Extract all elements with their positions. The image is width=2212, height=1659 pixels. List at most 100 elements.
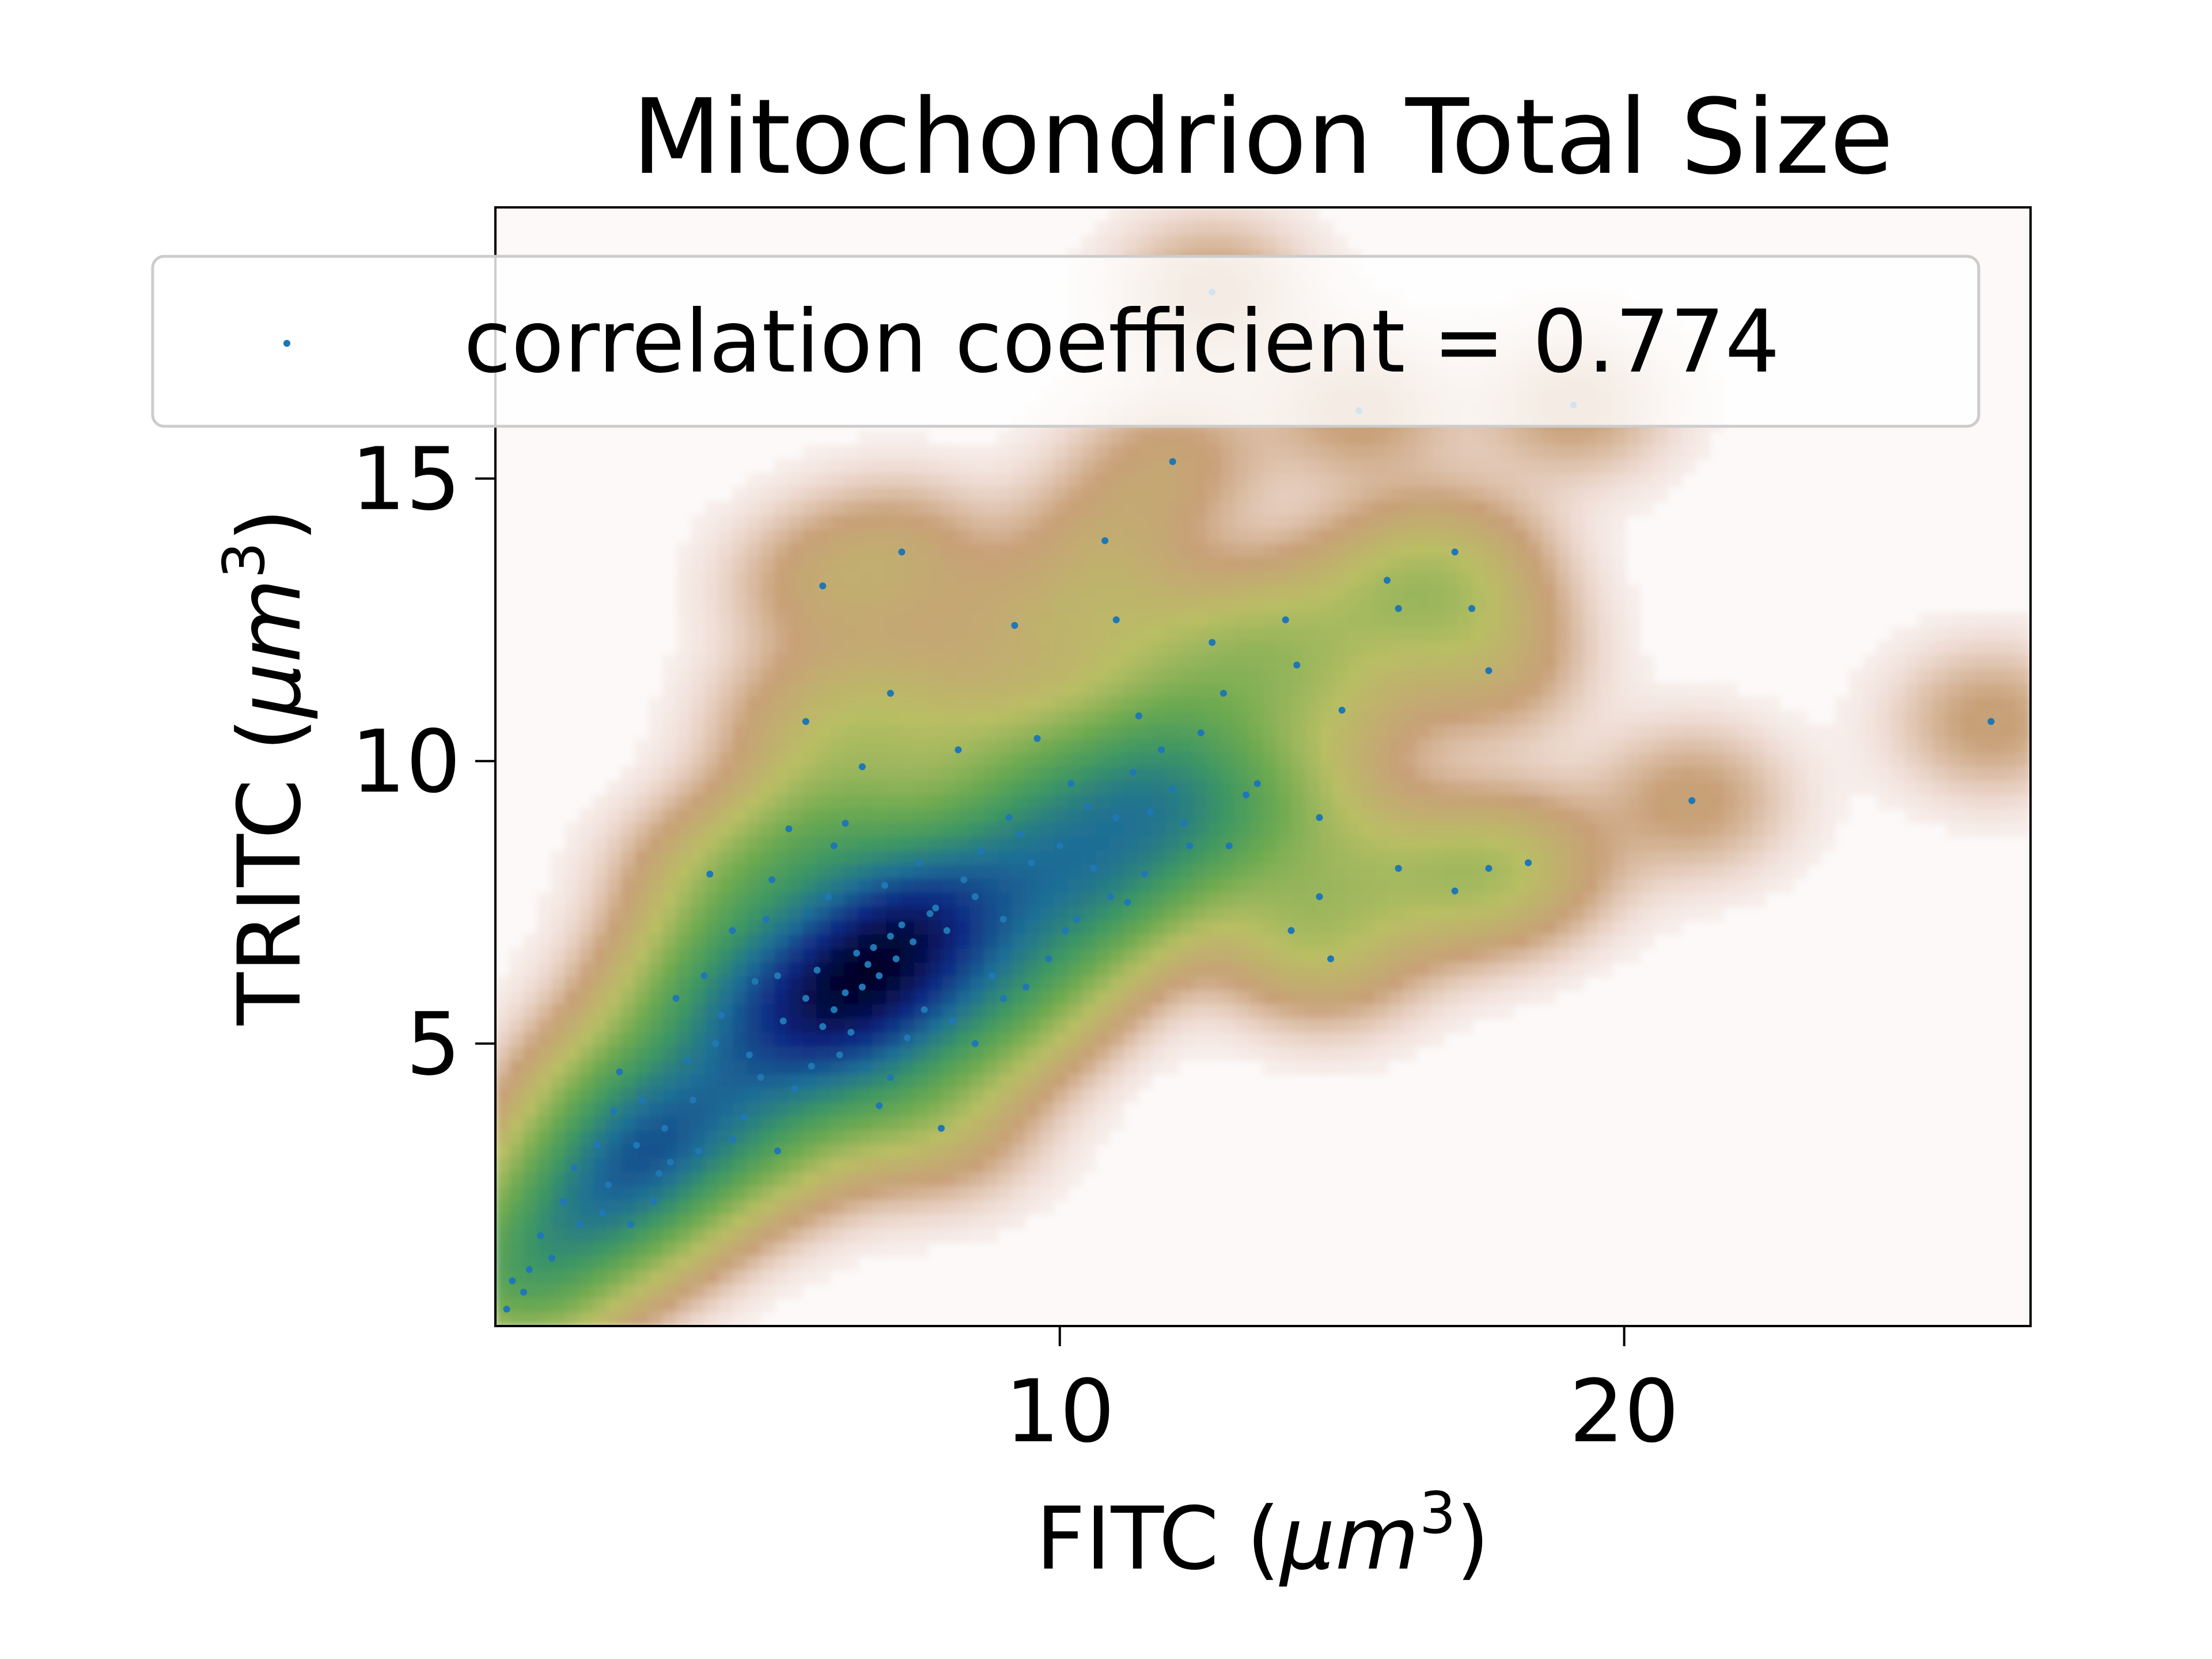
density-cell xyxy=(676,906,692,922)
density-cell xyxy=(1277,543,1291,558)
density-cell xyxy=(1765,696,1780,711)
density-cell xyxy=(1430,808,1445,824)
density-cell xyxy=(662,738,677,753)
density-cell xyxy=(1668,738,1683,753)
density-cell xyxy=(1277,794,1291,809)
density-cell xyxy=(872,1158,887,1173)
density-cell xyxy=(1597,781,1613,796)
density-cell xyxy=(1095,878,1110,893)
density-cell xyxy=(1486,921,1501,935)
density-cell xyxy=(1346,473,1362,488)
density-cell xyxy=(1263,529,1278,544)
density-cell xyxy=(732,585,748,600)
density-cell xyxy=(1305,836,1320,851)
density-cell xyxy=(1207,1018,1222,1033)
density-cell xyxy=(928,654,943,670)
density-cell xyxy=(607,962,622,978)
density-cell xyxy=(2002,669,2017,684)
density-cell xyxy=(1388,459,1403,474)
density-cell xyxy=(1249,612,1264,628)
density-cell xyxy=(1946,794,1961,809)
density-cell xyxy=(1835,781,1850,796)
density-cell xyxy=(1165,669,1180,684)
density-cell xyxy=(1165,1046,1180,1061)
density-cell xyxy=(816,976,831,991)
density-cell xyxy=(844,1130,859,1145)
density-cell xyxy=(969,1060,984,1075)
density-cell xyxy=(1123,976,1138,991)
density-cell xyxy=(1361,836,1376,851)
density-cell xyxy=(942,515,957,530)
density-cell xyxy=(1626,794,1641,809)
density-cell xyxy=(774,669,789,684)
density-cell xyxy=(1277,752,1291,767)
density-cell xyxy=(718,1074,733,1089)
density-cell xyxy=(858,1200,873,1215)
density-cell xyxy=(900,864,915,880)
density-cell xyxy=(1737,836,1752,851)
density-cell xyxy=(718,836,733,851)
density-cell xyxy=(1374,752,1389,767)
density-cell xyxy=(1249,445,1264,460)
density-cell xyxy=(551,1284,566,1299)
density-cell xyxy=(774,738,789,753)
density-cell xyxy=(718,612,733,628)
density-cell xyxy=(900,1228,915,1243)
density-cell xyxy=(1346,529,1362,544)
density-cell xyxy=(1165,921,1180,935)
density-cell xyxy=(1179,921,1194,935)
density-cell xyxy=(1235,585,1250,600)
density-cell xyxy=(676,1088,692,1103)
density-cell xyxy=(1416,487,1431,502)
density-cell xyxy=(1472,696,1487,711)
density-cell xyxy=(1988,669,2003,684)
density-cell xyxy=(760,585,775,600)
density-cell xyxy=(1458,934,1473,949)
density-cell xyxy=(914,627,929,642)
scatter-point xyxy=(802,995,809,1002)
density-cell xyxy=(1570,599,1585,613)
density-cell xyxy=(969,556,984,572)
density-cell xyxy=(998,752,1013,767)
density-cell xyxy=(704,850,719,865)
density-cell xyxy=(1724,892,1738,907)
density-cell xyxy=(676,892,692,907)
density-cell xyxy=(1374,794,1389,809)
density-cell xyxy=(1067,459,1082,474)
density-cell xyxy=(802,487,817,502)
density-cell xyxy=(747,1004,762,1019)
density-cell xyxy=(1626,501,1641,516)
density-cell xyxy=(747,725,762,740)
density-cell xyxy=(760,1060,775,1075)
density-cell xyxy=(1207,864,1222,880)
density-cell xyxy=(1193,1046,1208,1061)
density-cell xyxy=(1346,976,1362,991)
density-cell xyxy=(1849,767,1864,782)
density-cell xyxy=(1556,515,1571,530)
density-cell xyxy=(1486,543,1501,558)
density-cell xyxy=(760,612,775,628)
density-cell xyxy=(969,752,984,767)
density-cell xyxy=(1165,1004,1180,1019)
density-cell xyxy=(900,431,915,446)
density-cell xyxy=(760,571,775,586)
density-cell xyxy=(802,921,817,935)
density-cell xyxy=(844,781,859,796)
density-cell xyxy=(704,836,719,851)
density-cell xyxy=(928,473,943,488)
density-cell xyxy=(718,1046,733,1061)
density-cell xyxy=(914,556,929,572)
density-cell xyxy=(1277,1018,1291,1033)
density-cell xyxy=(969,1116,984,1131)
density-cell xyxy=(1388,571,1403,586)
density-cell xyxy=(1374,1046,1389,1061)
density-cell xyxy=(747,641,762,656)
density-cell xyxy=(983,612,999,628)
density-cell xyxy=(1361,556,1376,572)
density-cell xyxy=(1402,529,1417,544)
density-cell xyxy=(1109,1074,1124,1089)
density-cell xyxy=(969,1172,984,1187)
density-cell xyxy=(1025,808,1040,824)
density-cell xyxy=(676,1242,692,1257)
density-cell xyxy=(1570,556,1585,572)
